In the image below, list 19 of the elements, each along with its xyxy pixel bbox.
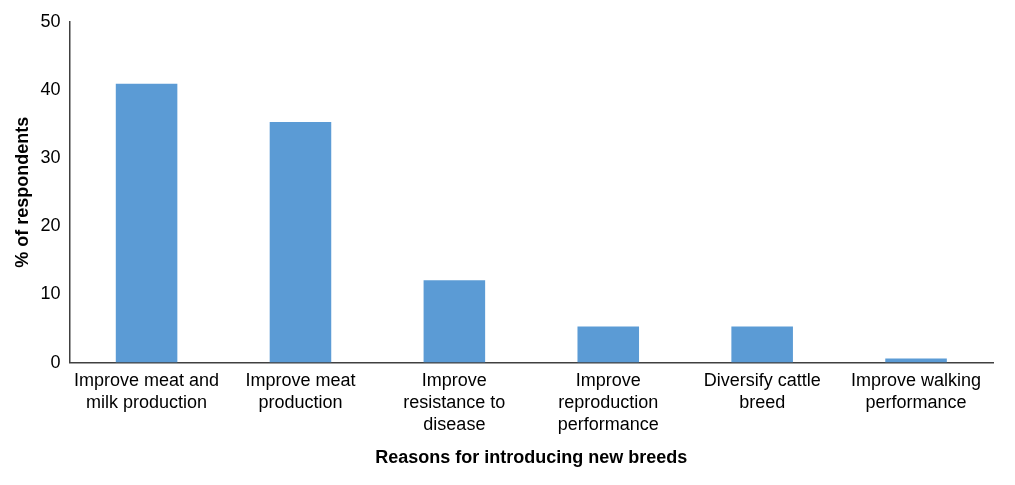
y-tick-label: 20 — [40, 215, 61, 236]
bar — [115, 83, 178, 363]
y-tick-label: 40 — [40, 78, 61, 99]
y-tick-label: 10 — [40, 283, 61, 304]
y-tick-label: 30 — [40, 147, 61, 168]
bar — [423, 280, 486, 363]
x-tick-label: Improve meat production — [245, 370, 356, 412]
x-tick-label: Diversify cattle breed — [703, 370, 821, 412]
x-axis-title: Reasons for introducing new breeds — [375, 447, 688, 468]
bar — [577, 326, 640, 363]
x-tick-label: Improve reproduction performance — [557, 370, 659, 434]
x-tick-label: Improve walking performance — [851, 370, 982, 412]
y-tick-label: 0 — [50, 351, 61, 372]
x-tick-label: Improve meat and milk production — [74, 370, 220, 412]
y-axis-title: % of respondents — [11, 116, 32, 268]
y-tick-label: 50 — [40, 10, 61, 31]
bar — [731, 326, 793, 363]
bar — [269, 122, 332, 363]
x-tick-label: Improve resistance to disease — [403, 370, 506, 434]
